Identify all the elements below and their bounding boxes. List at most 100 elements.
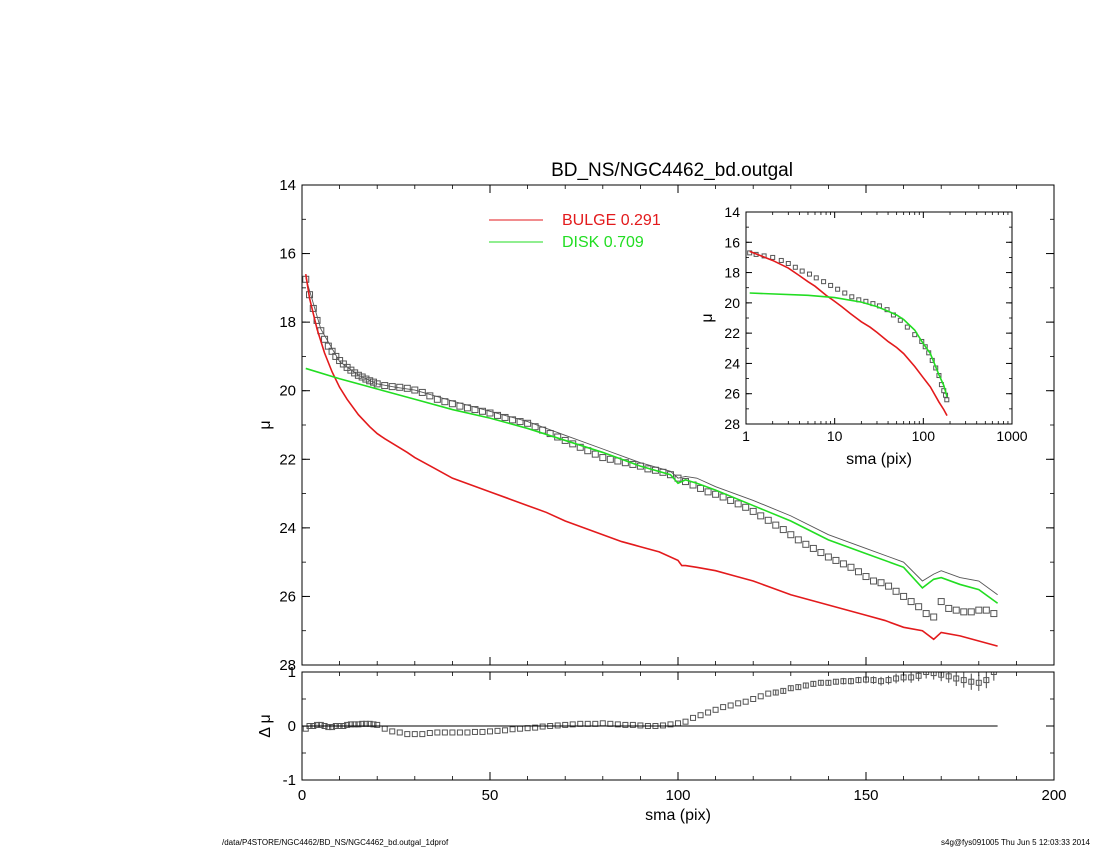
- main-data-point: [324, 342, 332, 350]
- inset-data-point: [799, 268, 805, 274]
- residual-data-point: [347, 721, 354, 728]
- residual-y-tick-label: 0: [288, 718, 296, 735]
- inset-y-tick-label: 24: [724, 355, 740, 371]
- main-data-point: [546, 430, 554, 438]
- residual-data-point: [381, 725, 388, 732]
- residual-data-point: [893, 675, 900, 682]
- main-data-point: [787, 531, 795, 539]
- main-data-point: [870, 577, 878, 585]
- footer-file-path: /data/P4STORE/NGC4462/BD_NS/NGC4462_bd.o…: [222, 838, 449, 847]
- inset-data-point: [944, 397, 950, 403]
- main-data-point: [809, 544, 817, 552]
- main-data-point: [749, 507, 757, 515]
- residual-data-point: [727, 702, 734, 709]
- residual-data-point: [344, 721, 351, 728]
- main-y-tick-label: 26: [279, 588, 296, 605]
- main-series-disk-line: [305, 367, 999, 604]
- inset-x-tick-label: 100: [912, 428, 936, 444]
- residual-data-point: [915, 672, 922, 679]
- inset-x-tick-label: 10: [827, 428, 843, 444]
- residual-x-tick-label: 100: [665, 787, 690, 804]
- inset-data-point: [835, 286, 841, 292]
- main-data-point: [501, 413, 509, 421]
- main-data-point: [486, 409, 494, 417]
- inset-y-tick-label: 28: [724, 416, 740, 432]
- residual-data-point: [878, 678, 885, 685]
- residual-data-point: [502, 727, 509, 734]
- inset-y-axis-label: μ: [699, 313, 716, 322]
- residual-data-point: [637, 722, 644, 729]
- residual-data-point: [404, 731, 411, 738]
- residual-data-point: [456, 729, 463, 736]
- residual-x-tick-label: 200: [1041, 787, 1066, 804]
- residual-data-point: [923, 672, 930, 675]
- main-data-point: [922, 610, 930, 618]
- main-chart-legend: BULGE 0.291 DISK 0.709: [489, 212, 661, 251]
- main-data-point: [494, 411, 502, 419]
- residual-data-point: [712, 706, 719, 713]
- main-data-point: [621, 459, 629, 467]
- main-y-tick-label: 14: [279, 177, 296, 194]
- main-plot-area: [302, 274, 999, 647]
- inset-chart-background: [746, 212, 1012, 424]
- residual-data-point: [317, 721, 324, 728]
- inset-data-point: [849, 294, 855, 300]
- residual-data-point: [953, 675, 960, 682]
- residual-data-point: [832, 678, 839, 685]
- main-series-model-line: [305, 277, 998, 596]
- residual-data-point: [817, 679, 824, 686]
- inset-y-tick-label: 14: [724, 204, 740, 220]
- inset-data-point: [922, 344, 928, 350]
- residual-data-point: [629, 721, 636, 728]
- inset-data-point: [842, 290, 848, 296]
- inset-series-bulge-line: [749, 250, 948, 417]
- main-data-point: [531, 423, 539, 431]
- residual-data-point: [750, 696, 757, 702]
- main-data-point: [599, 454, 607, 462]
- main-data-point: [509, 416, 517, 424]
- inset-data-point: [785, 260, 791, 266]
- main-y-tick-label: 16: [279, 246, 296, 263]
- main-data-point: [418, 388, 426, 396]
- main-y-tick-label: 20: [279, 383, 296, 400]
- residual-data-point: [825, 679, 832, 686]
- main-data-point: [990, 610, 998, 618]
- residual-data-point: [810, 680, 817, 687]
- main-data-point: [332, 352, 340, 360]
- main-y-tick-label: 24: [279, 520, 296, 537]
- inset-y-tick-label: 18: [724, 265, 740, 281]
- residual-data-point: [675, 720, 681, 727]
- main-data-point: [478, 407, 486, 415]
- main-chart-frame: [301, 184, 1055, 666]
- residual-data-point: [351, 721, 358, 728]
- main-data-point: [674, 474, 682, 482]
- main-data-point: [877, 579, 885, 587]
- residual-data-point: [705, 709, 712, 716]
- residual-chart-panel: 0 50 100 150 200-101 Δ μ sma (pix): [257, 664, 1067, 824]
- main-y-axis-label: μ: [257, 420, 274, 429]
- inset-chart-frame: [745, 211, 1013, 425]
- main-data-point: [824, 553, 832, 561]
- legend-disk-label: DISK 0.709: [562, 234, 644, 251]
- main-data-point: [712, 490, 720, 498]
- main-y-tick-label: 18: [279, 314, 296, 331]
- main-y-tick-label: 28: [279, 657, 296, 674]
- residual-data-point: [554, 722, 561, 729]
- main-data-point: [839, 560, 847, 568]
- inset-data-point: [813, 275, 819, 281]
- residual-data-point: [441, 729, 448, 736]
- inset-series-disk-line: [749, 292, 948, 397]
- main-data-point: [907, 598, 915, 606]
- inset-data-point: [919, 338, 925, 344]
- residual-data-point: [614, 721, 621, 728]
- residual-data-point: [509, 726, 516, 733]
- residual-data-point: [532, 724, 539, 731]
- main-data-point: [524, 419, 532, 427]
- residual-data-point: [870, 677, 877, 684]
- residual-data-point: [930, 672, 937, 677]
- main-data-point: [369, 378, 377, 386]
- main-data-point: [975, 606, 983, 614]
- residual-data-point: [370, 721, 377, 728]
- inset-x-tick-label: 1: [742, 428, 750, 444]
